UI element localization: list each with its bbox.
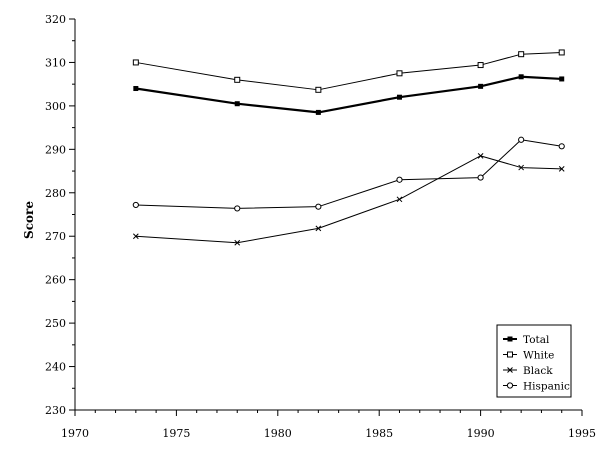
y-tick-label: 320 bbox=[45, 13, 66, 26]
data-point-black bbox=[396, 196, 403, 203]
data-point-black bbox=[234, 239, 241, 246]
data-point-total bbox=[133, 86, 139, 92]
data-point-hispanic bbox=[132, 201, 139, 209]
data-point-black bbox=[477, 152, 484, 159]
y-tick-label: 250 bbox=[45, 317, 66, 330]
series-white bbox=[132, 49, 565, 93]
y-tick-label: 300 bbox=[45, 100, 66, 113]
x-tick-label: 1995 bbox=[568, 427, 596, 440]
series-line-total bbox=[135, 75, 562, 114]
y-axis-label: Score bbox=[22, 201, 36, 239]
legend-item-hispanic: Hispanic bbox=[503, 381, 570, 393]
y-tick-label: 310 bbox=[45, 56, 66, 69]
legend-marker-black bbox=[507, 367, 513, 373]
legend-item-black: Black bbox=[503, 365, 553, 377]
data-point-white bbox=[558, 49, 565, 56]
data-point-total bbox=[396, 94, 402, 100]
y-tick-label: 240 bbox=[45, 361, 66, 374]
y-tick-label: 230 bbox=[45, 404, 66, 417]
data-point-total bbox=[478, 83, 484, 89]
data-point-black bbox=[558, 166, 565, 172]
data-point-black bbox=[315, 225, 322, 232]
data-point-hispanic bbox=[477, 174, 484, 181]
legend-label-white: White bbox=[523, 350, 554, 362]
series-line-white bbox=[135, 51, 562, 91]
series-layer bbox=[132, 49, 565, 246]
data-point-hispanic bbox=[396, 176, 403, 183]
legend-marker-hispanic bbox=[506, 382, 514, 389]
legend-marker-total bbox=[507, 336, 513, 342]
legend-label-total: Total bbox=[523, 334, 550, 346]
legend-label-black: Black bbox=[523, 365, 553, 377]
data-point-black bbox=[518, 164, 525, 171]
data-point-white bbox=[234, 76, 241, 83]
x-tick-label: 1975 bbox=[162, 427, 190, 440]
data-point-total bbox=[315, 109, 321, 115]
series-hispanic bbox=[132, 136, 565, 212]
data-point-white bbox=[477, 62, 484, 69]
y-tick-label: 290 bbox=[45, 143, 66, 156]
legend-item-white: White bbox=[503, 350, 554, 362]
data-point-total bbox=[518, 74, 524, 80]
legend: Total White Black Hispanic bbox=[496, 324, 572, 398]
legend-marker-white bbox=[507, 351, 513, 358]
y-tick-label: 270 bbox=[45, 230, 66, 243]
series-total bbox=[133, 74, 565, 115]
axes: 230 240 250 260 270 280 290 300 310 320 1970 1975 19… bbox=[45, 13, 596, 440]
series-line-black bbox=[135, 155, 562, 244]
x-tick-label: 1980 bbox=[264, 427, 292, 440]
x-tick-label: 1990 bbox=[467, 427, 495, 440]
data-point-total bbox=[559, 76, 565, 82]
legend-label-hispanic: Hispanic bbox=[523, 381, 570, 393]
data-point-white bbox=[132, 59, 139, 66]
y-tick-label: 280 bbox=[45, 187, 66, 200]
legend-item-total: Total bbox=[503, 334, 550, 346]
data-point-white bbox=[518, 51, 525, 58]
data-point-black bbox=[132, 233, 139, 240]
y-tick-label: 260 bbox=[45, 274, 66, 287]
data-point-hispanic bbox=[518, 136, 525, 143]
data-point-white bbox=[315, 86, 322, 93]
data-point-total bbox=[234, 101, 240, 107]
data-point-hispanic bbox=[315, 203, 322, 210]
x-tick-label: 1985 bbox=[365, 427, 393, 440]
data-point-hispanic bbox=[558, 143, 565, 150]
series-line-hispanic bbox=[135, 139, 562, 209]
series-black bbox=[132, 152, 565, 246]
x-tick-label: 1970 bbox=[61, 427, 89, 440]
data-point-white bbox=[396, 70, 403, 77]
data-point-hispanic bbox=[234, 205, 241, 212]
